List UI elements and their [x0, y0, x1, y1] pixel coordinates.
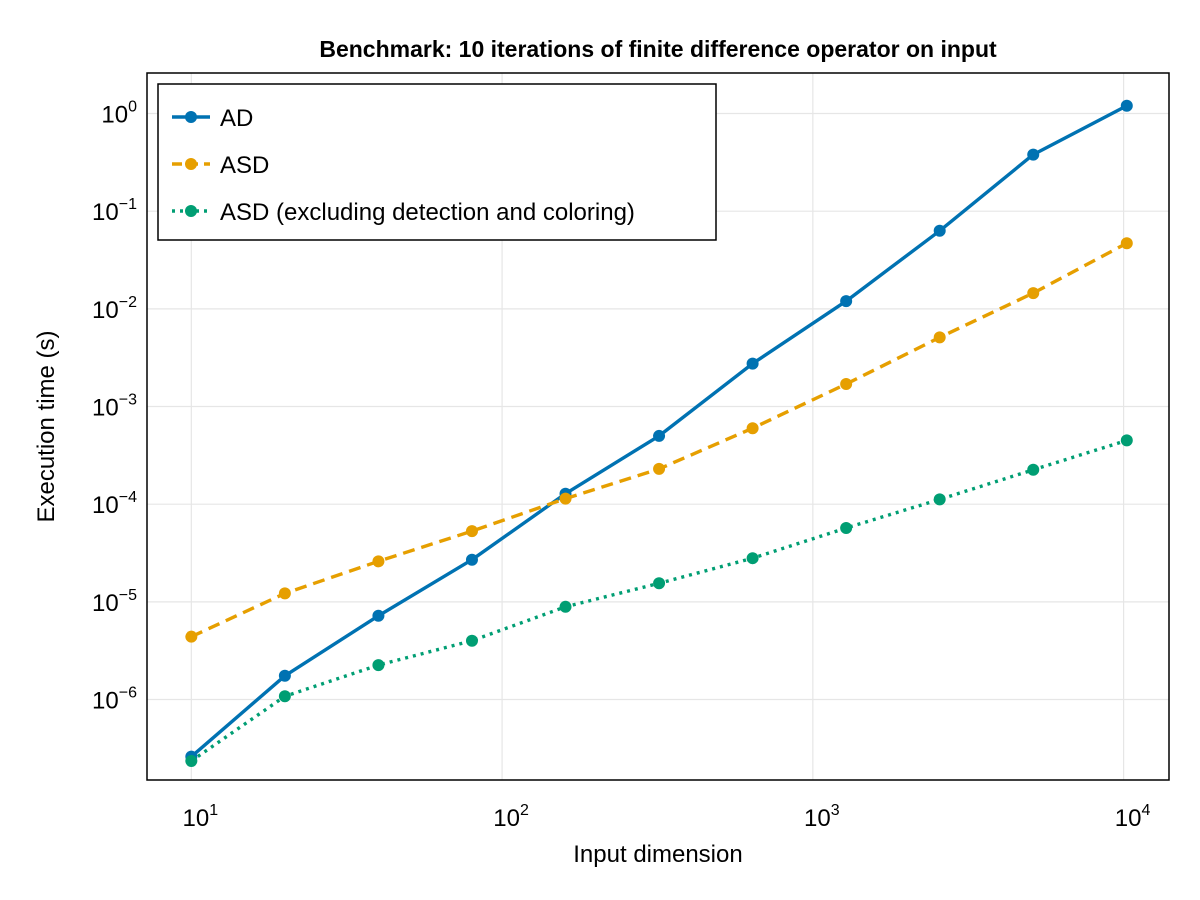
- data-point: [465, 553, 478, 566]
- data-point: [933, 331, 946, 344]
- x-tick-label: 103: [804, 802, 840, 832]
- data-point: [933, 224, 946, 237]
- plot-frame: [146, 72, 1170, 781]
- data-point: [1027, 463, 1040, 476]
- x-tick-label: 104: [1115, 802, 1151, 832]
- tick-layer: 101 102 103 104 10−6 10−5 10−4 10−3 10−2 10−1 100: [92, 99, 1150, 832]
- series-3: [185, 434, 1133, 767]
- data-point: [840, 378, 853, 391]
- data-point: [185, 754, 198, 767]
- legend-item: AD: [172, 105, 253, 132]
- data-point: [372, 659, 385, 672]
- data-point: [278, 690, 291, 703]
- data-point: [746, 552, 759, 565]
- data-point: [746, 422, 759, 435]
- legend-label: ASD: [220, 152, 269, 179]
- data-point: [840, 295, 853, 308]
- data-point: [278, 587, 291, 600]
- y-tick-label: 100: [101, 99, 137, 129]
- series-layer: [185, 99, 1133, 767]
- data-point: [372, 609, 385, 622]
- y-tick-label: 10−2: [92, 294, 137, 324]
- data-point: [465, 634, 478, 647]
- data-point: [559, 600, 572, 613]
- y-tick-label: 10−4: [92, 489, 137, 519]
- data-point: [653, 462, 666, 475]
- data-point: [933, 493, 946, 506]
- data-point: [840, 522, 853, 535]
- data-point: [1120, 237, 1133, 250]
- legend-box: [157, 83, 717, 241]
- y-tick-label: 10−5: [92, 587, 137, 617]
- data-point: [185, 630, 198, 643]
- data-point: [1027, 148, 1040, 161]
- x-axis-label: Input dimension: [573, 841, 742, 868]
- x-tick-label: 101: [183, 802, 219, 832]
- data-point: [1027, 287, 1040, 300]
- legend-label: AD: [220, 105, 253, 132]
- y-axis-label: Execution time (s): [33, 330, 60, 522]
- data-point: [653, 429, 666, 442]
- data-point: [746, 357, 759, 370]
- x-tick-label: 102: [493, 802, 529, 832]
- data-point: [559, 492, 572, 505]
- y-tick-label: 10−1: [92, 196, 137, 226]
- legend-item: ASD: [172, 152, 269, 179]
- legend-marker: [185, 205, 197, 217]
- series-2: [185, 237, 1133, 643]
- data-point: [1120, 434, 1133, 447]
- y-tick-label: 10−3: [92, 392, 137, 422]
- y-tick-label: 10−6: [92, 685, 137, 715]
- data-point: [1120, 99, 1133, 112]
- data-point: [465, 525, 478, 538]
- legend: AD ASD ASD (excluding detection and colori…: [157, 83, 717, 241]
- legend-marker: [185, 111, 197, 123]
- legend-marker: [185, 158, 197, 170]
- legend-item: ASD (excluding detection and coloring): [172, 199, 635, 226]
- chart-title: Benchmark: 10 iterations of finite diffe…: [319, 36, 997, 62]
- series-line: [190, 438, 1128, 763]
- data-point: [278, 669, 291, 682]
- legend-label: ASD (excluding detection and coloring): [220, 199, 635, 226]
- data-point: [653, 577, 666, 590]
- data-point: [372, 555, 385, 568]
